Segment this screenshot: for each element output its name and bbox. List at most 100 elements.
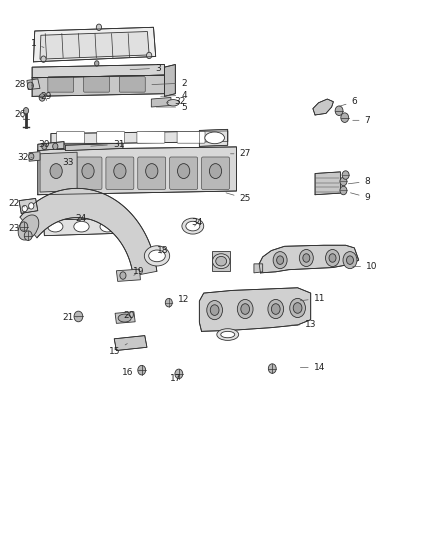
Text: 17: 17 (170, 374, 181, 383)
Text: 1: 1 (31, 39, 44, 48)
Polygon shape (20, 188, 157, 276)
Polygon shape (315, 172, 340, 195)
Ellipse shape (74, 221, 89, 232)
Ellipse shape (182, 218, 204, 234)
Circle shape (41, 56, 46, 62)
Text: 21: 21 (63, 312, 77, 321)
Text: 2: 2 (152, 78, 187, 87)
Circle shape (114, 164, 126, 179)
Text: 10: 10 (353, 262, 378, 271)
Text: 6: 6 (339, 97, 357, 106)
Text: 19: 19 (132, 268, 144, 276)
Polygon shape (43, 217, 130, 236)
Text: 32: 32 (166, 97, 185, 106)
Ellipse shape (167, 100, 179, 106)
Polygon shape (65, 143, 123, 151)
Text: 18: 18 (156, 246, 168, 255)
Polygon shape (40, 31, 149, 59)
Circle shape (28, 154, 34, 160)
FancyBboxPatch shape (177, 132, 205, 143)
Text: 23: 23 (8, 224, 25, 233)
FancyBboxPatch shape (84, 77, 110, 92)
Circle shape (95, 61, 99, 66)
Polygon shape (27, 79, 40, 90)
Text: 20: 20 (124, 311, 135, 320)
Circle shape (24, 231, 32, 240)
Circle shape (39, 94, 45, 101)
Text: 12: 12 (171, 295, 190, 304)
Polygon shape (199, 288, 311, 332)
Circle shape (272, 304, 280, 314)
Circle shape (146, 164, 158, 179)
Circle shape (28, 203, 34, 209)
Text: 30: 30 (39, 140, 53, 149)
Circle shape (346, 256, 353, 264)
FancyBboxPatch shape (120, 77, 145, 92)
Circle shape (50, 164, 62, 179)
Polygon shape (51, 131, 228, 144)
Circle shape (273, 252, 287, 269)
Text: 16: 16 (122, 368, 141, 377)
Circle shape (268, 300, 284, 319)
Ellipse shape (100, 221, 115, 232)
Circle shape (293, 303, 302, 313)
Circle shape (325, 249, 339, 266)
Circle shape (165, 298, 172, 307)
FancyBboxPatch shape (74, 157, 102, 189)
Circle shape (268, 364, 276, 373)
Text: 9: 9 (350, 193, 370, 202)
Circle shape (329, 254, 336, 262)
FancyBboxPatch shape (138, 157, 166, 189)
Circle shape (138, 366, 146, 375)
FancyBboxPatch shape (170, 157, 198, 189)
Circle shape (241, 304, 250, 314)
Ellipse shape (118, 314, 131, 322)
Circle shape (340, 186, 347, 195)
Polygon shape (259, 245, 359, 273)
Circle shape (27, 82, 33, 90)
Circle shape (177, 164, 190, 179)
Circle shape (53, 143, 58, 150)
FancyBboxPatch shape (42, 157, 70, 189)
Text: 14: 14 (300, 363, 325, 372)
Ellipse shape (205, 132, 224, 144)
Circle shape (290, 298, 305, 318)
Text: 27: 27 (230, 149, 251, 158)
Text: 11: 11 (300, 294, 325, 303)
Polygon shape (32, 64, 164, 78)
Ellipse shape (221, 332, 235, 338)
Circle shape (175, 369, 183, 378)
Text: 24: 24 (76, 214, 87, 223)
Circle shape (277, 256, 284, 264)
Ellipse shape (145, 246, 170, 266)
Circle shape (42, 143, 47, 150)
Text: 26: 26 (14, 110, 26, 119)
Circle shape (299, 249, 313, 266)
Polygon shape (114, 336, 147, 351)
Circle shape (147, 52, 152, 59)
FancyBboxPatch shape (137, 132, 165, 143)
Text: 33: 33 (63, 158, 74, 167)
Circle shape (343, 252, 357, 269)
Text: 25: 25 (226, 193, 251, 203)
Polygon shape (212, 251, 230, 271)
Circle shape (82, 164, 94, 179)
Circle shape (207, 301, 223, 320)
Text: 34: 34 (191, 219, 203, 228)
Polygon shape (38, 142, 64, 151)
Circle shape (210, 305, 219, 316)
Polygon shape (199, 130, 228, 147)
Text: 3: 3 (130, 64, 161, 72)
FancyBboxPatch shape (97, 132, 125, 143)
Circle shape (335, 106, 343, 116)
Circle shape (120, 272, 126, 279)
Circle shape (23, 108, 28, 114)
Polygon shape (164, 64, 175, 96)
Text: 13: 13 (292, 320, 316, 329)
Circle shape (22, 205, 27, 212)
Text: 8: 8 (348, 177, 370, 186)
Polygon shape (117, 269, 141, 281)
Circle shape (209, 164, 222, 179)
Ellipse shape (186, 221, 200, 231)
Ellipse shape (212, 254, 230, 269)
